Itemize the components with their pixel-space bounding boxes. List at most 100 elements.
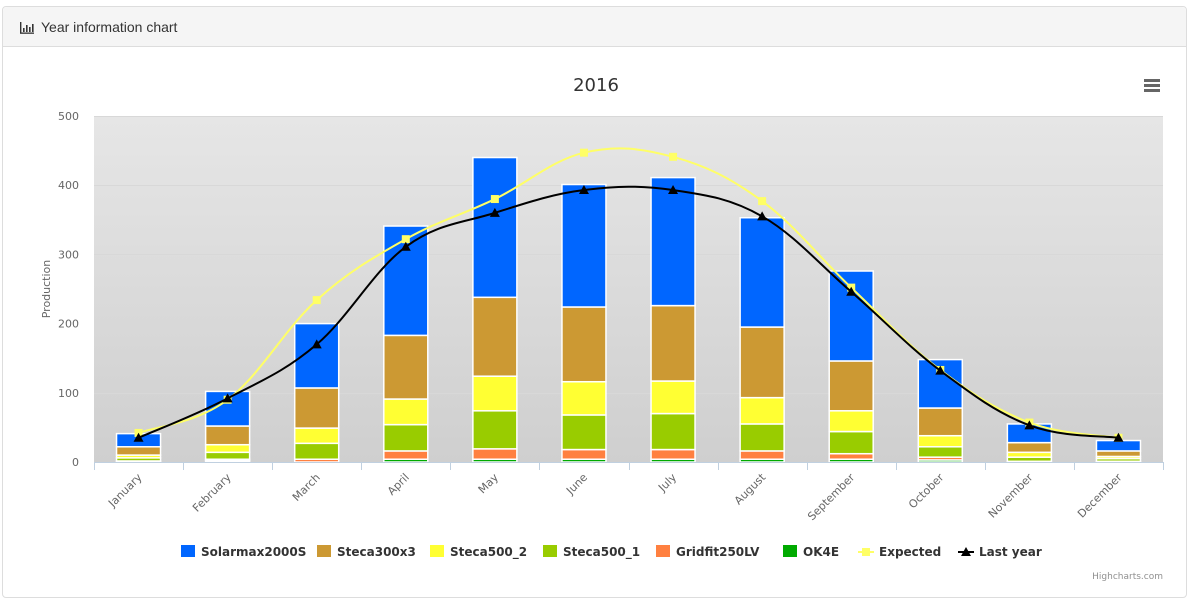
legend-swatch xyxy=(430,545,444,557)
x-tick-label: March xyxy=(290,471,323,504)
bar-steca300x3[interactable] xyxy=(472,296,518,377)
hamburger-menu-icon[interactable] xyxy=(1139,73,1165,97)
bar-steca500-2[interactable] xyxy=(383,398,429,426)
x-tick-label: November xyxy=(986,471,1036,521)
bar-steca300x3[interactable] xyxy=(917,407,964,437)
legend-marker xyxy=(961,547,971,556)
panel-title: Year information chart xyxy=(41,18,178,35)
chart-panel: Year information chart 2016 0 100 200 300 40… xyxy=(2,6,1187,598)
x-tick-label: September xyxy=(805,471,858,524)
legend-item-steca500-2[interactable]: Steca500_2 xyxy=(430,545,527,560)
legend-item-expected[interactable]: Expected xyxy=(858,545,941,559)
bar-solarmax2000s[interactable] xyxy=(561,183,607,308)
bar-steca500-2[interactable] xyxy=(739,396,785,425)
y-tick-label: 300 xyxy=(58,248,79,261)
bar-gridfit250lv[interactable] xyxy=(828,452,874,460)
bar-steca500-1[interactable] xyxy=(561,414,607,451)
x-tick-label: February xyxy=(190,471,234,515)
bar-steca500-1[interactable] xyxy=(917,446,964,458)
bar-steca300x3[interactable] xyxy=(383,334,429,400)
legend-item-steca500-1[interactable]: Steca500_1 xyxy=(543,545,640,560)
bar-solarmax2000s[interactable] xyxy=(650,176,696,307)
credits-link[interactable]: Highcharts.com xyxy=(1092,572,1163,582)
y-tick-label: 200 xyxy=(58,318,79,331)
marker-expected[interactable] xyxy=(401,235,410,244)
marker-last-year[interactable] xyxy=(222,393,233,403)
legend-label: Solarmax2000S xyxy=(201,545,306,559)
bar-solarmax2000s[interactable] xyxy=(472,156,518,299)
legend-swatch xyxy=(317,545,331,557)
legend-marker xyxy=(862,548,870,556)
legend-label: Steca500_2 xyxy=(450,545,527,560)
bar-steca500-2[interactable] xyxy=(917,434,964,448)
y-tick-label: 400 xyxy=(58,179,79,192)
bar-steca300x3[interactable] xyxy=(828,360,874,412)
bar-steca300x3[interactable] xyxy=(1006,441,1053,454)
marker-last-year[interactable] xyxy=(489,207,500,217)
bar-steca500-2[interactable] xyxy=(561,380,607,416)
bar-steca500-2[interactable] xyxy=(828,410,874,433)
marker-expected[interactable] xyxy=(579,148,588,157)
bar-steca300x3[interactable] xyxy=(650,304,696,382)
legend-label: OK4E xyxy=(803,545,839,559)
bar-steca500-1[interactable] xyxy=(204,451,251,460)
bar-gridfit250lv[interactable] xyxy=(650,448,696,460)
x-tick-label: May xyxy=(476,471,502,497)
marker-last-year[interactable] xyxy=(578,185,589,195)
panel-heading: Year information chart xyxy=(3,7,1186,47)
bar-steca500-2[interactable] xyxy=(293,427,340,445)
legend-item-gridfit250lv[interactable]: Gridfit250LV xyxy=(656,545,760,559)
bar-steca500-1[interactable] xyxy=(472,410,518,450)
bar-steca300x3[interactable] xyxy=(1095,450,1142,458)
bar-gridfit250lv[interactable] xyxy=(472,448,518,460)
bar-steca300x3[interactable] xyxy=(293,387,340,429)
bar-steca500-1[interactable] xyxy=(383,423,429,452)
legend-swatch xyxy=(181,545,195,557)
bar-steca500-1[interactable] xyxy=(828,430,874,455)
marker-last-year[interactable] xyxy=(133,432,144,442)
bar-steca500-1[interactable] xyxy=(650,412,696,451)
bar-steca500-2[interactable] xyxy=(204,443,251,454)
marker-last-year[interactable] xyxy=(757,211,768,221)
chart-title: 2016 xyxy=(573,75,619,96)
bar-steca300x3[interactable] xyxy=(204,425,251,446)
legend-item-solarmax2000s[interactable]: Solarmax2000S xyxy=(181,545,306,559)
marker-last-year[interactable] xyxy=(400,241,411,251)
bar-steca500-1[interactable] xyxy=(739,423,785,452)
marker-expected[interactable] xyxy=(312,296,321,305)
marker-last-year[interactable] xyxy=(1113,432,1124,442)
bar-solarmax2000s[interactable] xyxy=(739,216,785,328)
bar-solarmax2000s[interactable] xyxy=(1095,439,1142,452)
marker-last-year[interactable] xyxy=(668,185,679,195)
bar-steca300x3[interactable] xyxy=(115,446,162,456)
y-tick-label: 0 xyxy=(72,456,79,469)
legend-label: Expected xyxy=(879,545,941,559)
legend-label: Steca300x3 xyxy=(337,545,416,559)
marker-expected[interactable] xyxy=(669,152,678,161)
line-last-year[interactable] xyxy=(138,185,1119,439)
x-tick-label: December xyxy=(1075,471,1125,521)
marker-last-year[interactable] xyxy=(1024,420,1035,430)
legend-item-ok4e[interactable]: OK4E xyxy=(783,545,839,559)
legend-label: Steca500_1 xyxy=(563,545,640,560)
marker-last-year[interactable] xyxy=(846,286,857,296)
marker-expected[interactable] xyxy=(758,197,767,206)
legend-label: Last year xyxy=(979,545,1042,559)
bar-steca500-2[interactable] xyxy=(650,380,696,415)
marker-last-year[interactable] xyxy=(311,339,322,349)
bar-steca300x3[interactable] xyxy=(561,306,607,383)
chart-container: 2016 0 100 200 300 400 500 Production January… xyxy=(3,47,1186,597)
y-tick-label: 500 xyxy=(58,110,79,123)
bar-steca300x3[interactable] xyxy=(739,326,785,399)
marker-last-year[interactable] xyxy=(935,365,946,375)
bar-gridfit250lv[interactable] xyxy=(561,448,607,460)
bar-gridfit250lv[interactable] xyxy=(383,450,429,460)
legend-swatch xyxy=(656,545,670,557)
bar-steca500-1[interactable] xyxy=(293,442,340,460)
bar-gridfit250lv[interactable] xyxy=(739,450,785,460)
bar-steca500-2[interactable] xyxy=(472,375,518,412)
legend-item-steca300x3[interactable]: Steca300x3 xyxy=(317,545,416,559)
marker-expected[interactable] xyxy=(490,195,499,204)
legend-item-last-year[interactable]: Last year xyxy=(958,545,1042,559)
